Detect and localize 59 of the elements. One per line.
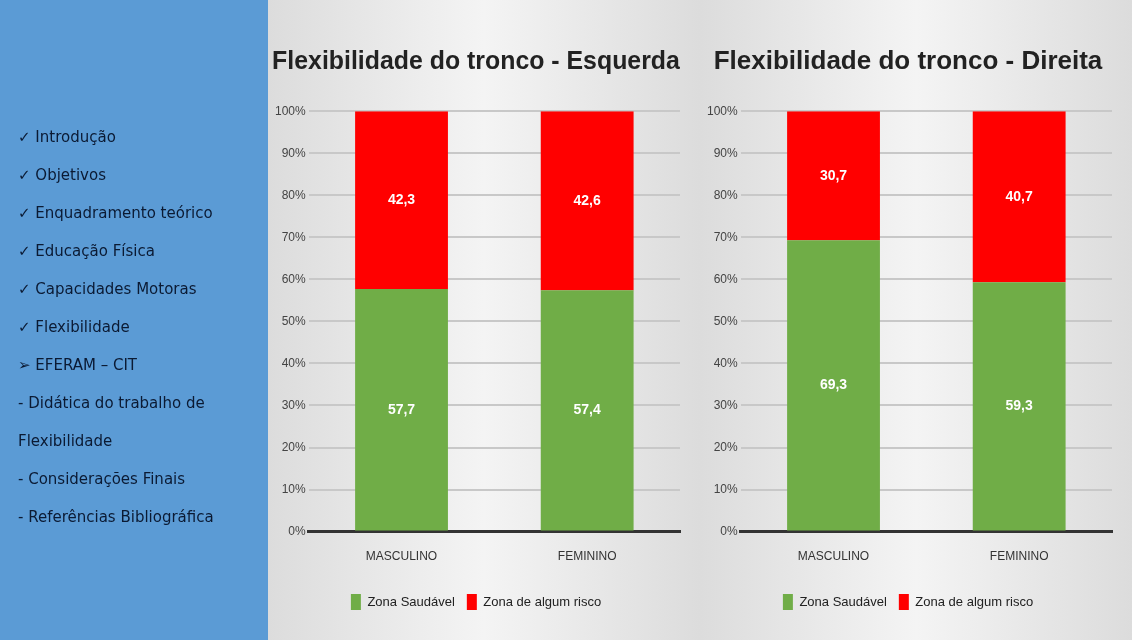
text: ➢ EFERAM – CIT <box>18 355 139 376</box>
x-tick-label: FEMININO <box>989 549 1049 564</box>
text: ✓ Introdução <box>18 127 117 148</box>
legend-label: Zona de algum risco <box>915 593 1034 609</box>
data-label: 30,7 <box>819 166 848 183</box>
data-label: 59,3 <box>1005 397 1034 414</box>
y-tick-label: 10% <box>713 481 739 496</box>
text: ✓ Objetivos <box>18 165 107 186</box>
y-tick-label: 60% <box>281 271 307 286</box>
y-tick-label: 90% <box>713 145 739 160</box>
bar <box>540 111 634 291</box>
legend-label: Zona Saudável <box>367 593 455 609</box>
y-tick-label: 20% <box>713 439 739 454</box>
y-tick-label: 40% <box>713 355 739 370</box>
text: ✓ Flexibilidade <box>18 317 131 338</box>
legend-label: Zona Saudável <box>799 593 887 609</box>
y-tick-label: 100% <box>706 103 739 118</box>
text: - Referências Bibliográfica <box>18 507 215 528</box>
x-tick-label: MASCULINO <box>365 549 438 564</box>
text: Flexibilidade <box>18 431 114 452</box>
y-tick-label: 30% <box>281 397 307 412</box>
y-tick-label: 60% <box>713 271 739 286</box>
y-tick-label: 90% <box>281 145 307 160</box>
bar <box>972 282 1066 531</box>
bar <box>355 289 448 531</box>
y-tick-label: 30% <box>713 397 739 412</box>
text: - Considerações Finais <box>18 469 187 490</box>
y-tick-label: 0% <box>720 523 739 538</box>
data-label: 57,4 <box>573 401 602 418</box>
y-tick-label: 20% <box>281 439 307 454</box>
data-label: 42,3 <box>387 190 416 207</box>
data-label: 42,6 <box>573 191 602 208</box>
y-tick-label: 70% <box>281 229 307 244</box>
bar <box>787 240 880 531</box>
y-tick-label: 80% <box>281 187 307 202</box>
chart-title: Flexibilidade do tronco - Direita <box>713 44 1103 75</box>
bar <box>355 111 448 290</box>
data-label: 69,3 <box>819 376 848 393</box>
y-tick-label: 40% <box>281 355 307 370</box>
bar <box>540 290 634 531</box>
y-tick-label: 100% <box>274 103 307 118</box>
text: - Didática do trabalho de <box>18 393 206 414</box>
text: ✓ Enquadramento teórico <box>18 203 214 224</box>
data-label: 57,7 <box>387 400 416 417</box>
chart-title: Flexibilidade do tronco - Esquerda <box>272 45 681 74</box>
bar <box>972 111 1066 283</box>
data-label: 40,7 <box>1005 187 1034 204</box>
y-tick-label: 70% <box>713 229 739 244</box>
bar <box>787 111 880 241</box>
x-tick-label: MASCULINO <box>797 549 870 564</box>
text: ✓ Capacidades Motoras <box>18 279 198 300</box>
y-tick-label: 0% <box>288 523 307 538</box>
y-tick-label: 10% <box>281 481 307 496</box>
text: ✓ Educação Física <box>18 241 156 262</box>
y-tick-label: 80% <box>713 187 739 202</box>
y-tick-label: 50% <box>713 313 739 328</box>
x-tick-label: FEMININO <box>557 549 617 564</box>
legend-label: Zona de algum risco <box>483 593 602 609</box>
y-tick-label: 50% <box>281 313 307 328</box>
